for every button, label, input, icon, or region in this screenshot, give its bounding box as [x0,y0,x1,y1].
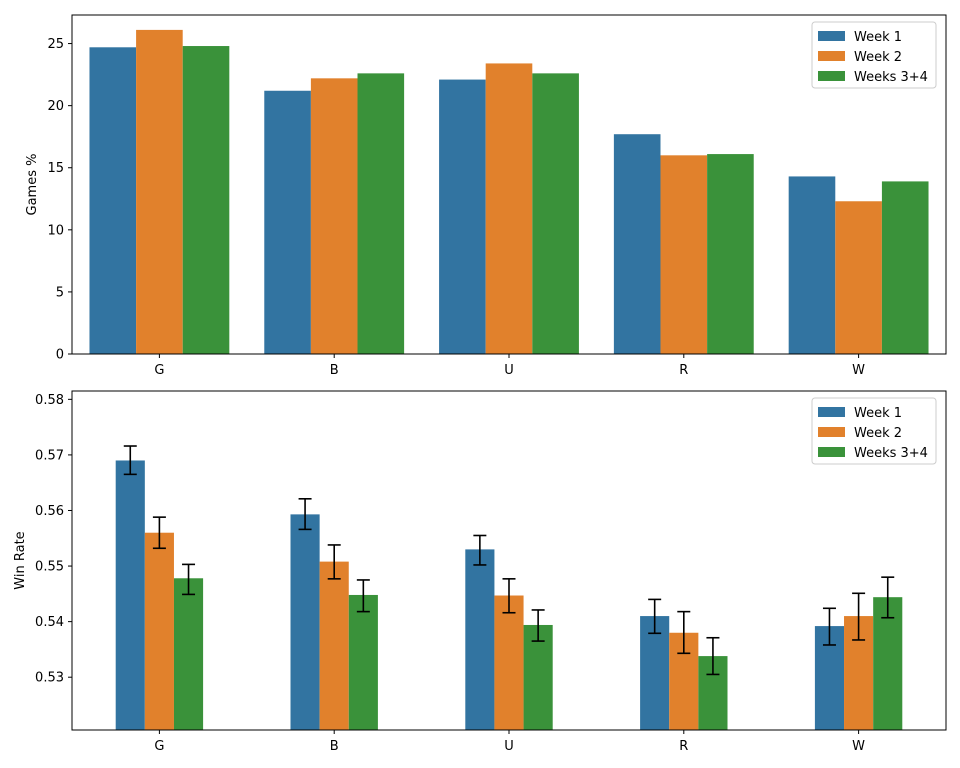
error-bar [356,579,370,613]
y-tick-label: 25 [47,37,64,52]
bar-week-2-u [485,63,533,355]
bar-weeks-3-4-w [881,181,929,354]
y-tick-label: 20 [47,99,64,114]
bar-week-1-u [439,79,486,354]
error-bar [327,544,341,580]
bar-weeks-3-4-r [707,154,754,354]
legend: Week 1 Week 2 Weeks 3+4 [811,397,937,465]
bar-weeks-3-4-b [348,594,378,730]
y-tick-label: 0.58 [35,393,64,408]
bar-week-2-g [144,532,174,730]
y-tick-label: 10 [47,223,64,238]
error-bar [182,563,196,596]
error-bar [852,592,866,641]
bar-weeks-3-4-g [173,578,204,730]
bar-week-2-b [319,561,349,730]
x-tick-label: B [330,363,339,378]
y-tick-label: 0.54 [35,615,64,630]
y-tick-label: 0.55 [35,560,64,575]
legend-label: Weeks 3+4 [854,70,928,85]
legend-swatch [818,71,845,81]
bar-week-2-u [494,595,524,730]
legend-label: Week 2 [854,426,902,441]
y-tick-label: 5 [56,285,64,300]
legend-label: Week 1 [854,30,902,45]
bar-week-1-r [640,616,670,730]
x-tick-label: G [154,739,164,754]
bar-week-2-g [136,29,183,355]
legend: Week 1 Week 2 Weeks 3+4 [811,21,937,89]
error-bar [677,610,691,655]
y-tick-label: 15 [47,161,64,176]
legend-swatch [818,427,845,437]
error-bar [123,445,137,476]
bar-weeks-3-4-u [532,73,579,355]
bar-week-1-g [115,460,145,730]
chart-1: 0 5 10 15 20 25 G B U R W Games % Week 1 Week 2 Weeks … [25,14,947,378]
legend-label: Week 2 [854,50,902,65]
error-bar [473,534,487,566]
x-tick-label: G [154,363,164,378]
legend-label: Weeks 3+4 [854,446,928,461]
error-bar [881,576,895,619]
bar-weeks-3-4-g [182,46,230,354]
x-tick-label: W [852,739,865,754]
bar-week-1-b [264,90,311,354]
bar-week-1-g [89,47,137,354]
x-tick-label: R [679,363,688,378]
error-bar [502,578,516,614]
y-tick-label: 0.56 [35,504,64,519]
y-axis-label: Win Rate [13,531,28,589]
y-tick-label: 0.53 [35,671,64,686]
chart-2: 0.53 0.54 0.55 0.56 0.57 0.58 G B U R W Win Rate Wee… [13,390,947,754]
bar-weeks-3-4-w [873,597,903,730]
legend-swatch [818,447,845,457]
legend-swatch [818,407,845,417]
bar-week-1-b [290,514,320,730]
bar-week-1-w [788,176,836,354]
bar-week-1-u [465,549,495,730]
error-bar [298,498,312,531]
y-tick-label: 0.57 [35,448,64,463]
y-axis-label: Games % [25,154,40,216]
y-tick-label: 0 [56,348,64,363]
x-tick-label: W [852,363,865,378]
error-bar [531,609,545,642]
legend-swatch [818,51,845,61]
legend-label: Week 1 [854,406,902,421]
x-tick-label: B [330,739,339,754]
error-bar [648,598,662,635]
bar-weeks-3-4-b [357,73,405,355]
error-bar [706,636,720,676]
bar-week-1-r [613,134,661,354]
x-tick-label: R [679,739,688,754]
x-tick-label: U [504,363,514,378]
bar-week-2-r [660,155,708,354]
error-bar [822,607,836,646]
error-bar [152,516,166,550]
bar-week-2-b [310,78,358,354]
bar-weeks-3-4-u [523,624,553,730]
x-tick-label: U [504,739,514,754]
legend-swatch [818,31,845,41]
bar-week-2-w [835,201,882,354]
